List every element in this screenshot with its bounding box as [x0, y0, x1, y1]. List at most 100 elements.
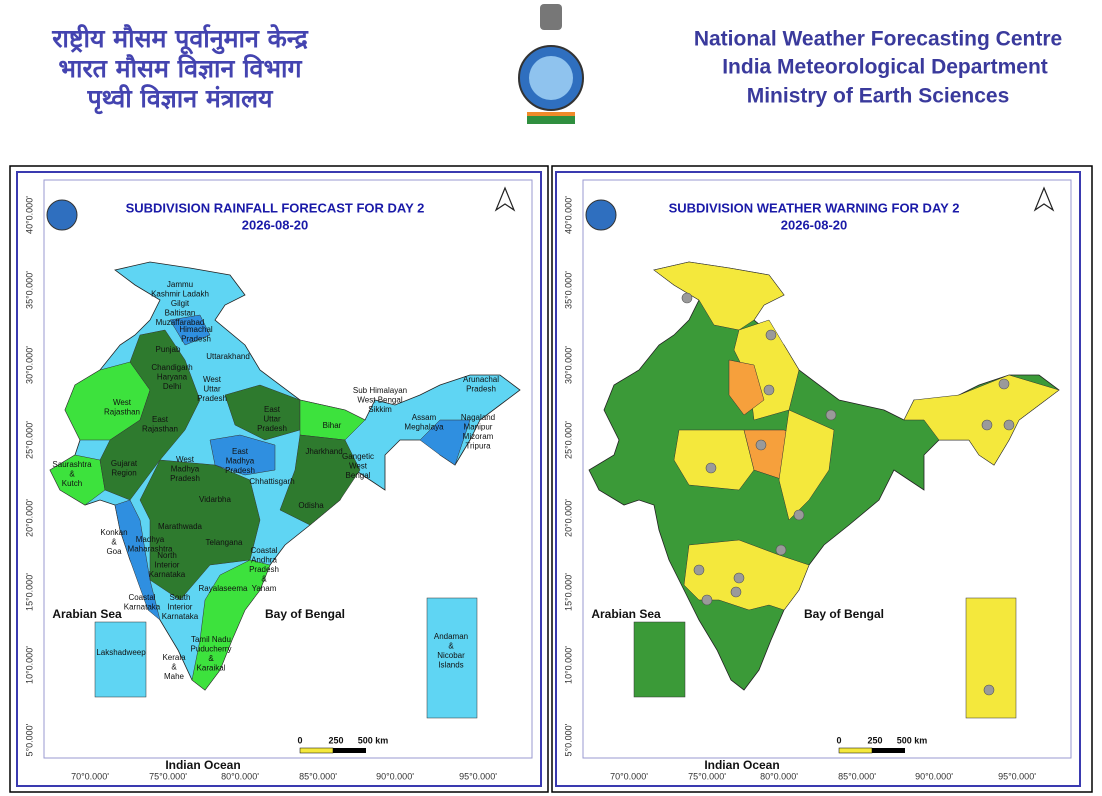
- map-panel: SUBDIVISION RAINFALL FORECAST FOR DAY 2 2…: [16, 171, 542, 787]
- longitude-label: 95°0.000': [459, 771, 497, 781]
- panel-border: [551, 165, 1093, 793]
- hindi-line: भारत मौसम विज्ञान विभाग: [58, 54, 302, 83]
- region-label: Pradesh: [170, 474, 200, 483]
- scale-bar: [838, 747, 873, 754]
- scale-bar: [872, 748, 905, 753]
- region-label: Nagaland: [461, 413, 495, 422]
- region-label: Punjab: [156, 345, 181, 354]
- english-line: India Meteorological Department: [722, 56, 1048, 79]
- sea-label: Indian Ocean: [704, 758, 779, 772]
- latitude-label: 15°0.000': [563, 573, 573, 611]
- region-label: Lakshadweep: [96, 648, 146, 657]
- region-label: Rayalaseema: [199, 584, 248, 593]
- english-line: Ministry of Earth Sciences: [747, 85, 1010, 108]
- region-label: Manipur: [464, 423, 493, 432]
- region-label: Coastal: [128, 593, 155, 602]
- island-box: [426, 597, 478, 719]
- region-label: Madhya: [136, 535, 165, 544]
- weather-icon: [701, 594, 713, 606]
- region-label: &: [208, 654, 214, 663]
- emblem: [46, 199, 78, 231]
- region-label: East: [232, 447, 249, 456]
- subdivision: [139, 459, 261, 601]
- region-label: Mahe: [164, 672, 185, 681]
- subdivision: [169, 314, 211, 346]
- latitude-label: 10°0.000': [24, 646, 34, 684]
- region-label: Sub Himalayan: [353, 386, 407, 395]
- map-title: SUBDIVISION WEATHER WARNING FOR DAY 2: [669, 200, 960, 215]
- sea-label: Arabian Sea: [591, 607, 661, 621]
- latitude-label: 5°0.000': [563, 723, 573, 756]
- region-label: Karnataka: [149, 570, 186, 579]
- map-panel: SUBDIVISION WEATHER WARNING FOR DAY 2 202…: [555, 171, 1081, 787]
- region-label: Yanam: [252, 584, 277, 593]
- weather-icon: [825, 409, 837, 421]
- hindi-line: पृथ्वी विज्ञान मंत्रालय: [86, 84, 274, 115]
- region-label: &: [171, 663, 177, 672]
- emblem: [585, 199, 617, 231]
- region-label: Maharashtra: [128, 545, 173, 554]
- region-label: &: [111, 538, 117, 547]
- north-arrow: [1033, 186, 1055, 212]
- scale-label: 250: [867, 735, 882, 745]
- region-label: Himachal: [179, 325, 213, 334]
- longitude-label: 80°0.000': [221, 771, 259, 781]
- subdivision: [419, 419, 471, 466]
- scale-label: 0: [836, 735, 841, 745]
- region-label: Kerala: [162, 653, 186, 662]
- map-frame: [582, 179, 1072, 759]
- weather-icon: [693, 564, 705, 576]
- weather-icon: [681, 292, 693, 304]
- region-label: Pradesh: [257, 424, 287, 433]
- scale-label: 500 km: [897, 735, 928, 745]
- panel-border: [9, 165, 549, 793]
- region-label: Delhi: [163, 382, 181, 391]
- region-label: Karnataka: [124, 603, 161, 612]
- region-label: Pradesh: [197, 394, 227, 403]
- map-date: 2026-08-20: [242, 217, 309, 232]
- region-label: West Bengal: [357, 396, 402, 405]
- weather-icon: [983, 684, 995, 696]
- subdivision: [99, 329, 201, 501]
- region-label: Region: [111, 469, 136, 478]
- scale-label: 500 km: [358, 735, 389, 745]
- region-label: Saurashtra: [52, 460, 92, 469]
- imd-logo: [518, 4, 584, 124]
- longitude-label: 70°0.000': [71, 771, 109, 781]
- subdivision: [733, 319, 800, 421]
- latitude-label: 40°0.000': [563, 196, 573, 234]
- region-label: Odisha: [298, 501, 324, 510]
- region-label: Mizoram: [463, 432, 494, 441]
- region-label: Haryana: [157, 373, 188, 382]
- sea-label: Bay of Bengal: [804, 607, 884, 621]
- region-label: Muzaffarabad: [156, 318, 205, 327]
- latitude-label: 15°0.000': [24, 573, 34, 611]
- weather-icon: [763, 384, 775, 396]
- region-label: Uttar: [263, 415, 281, 424]
- latitude-label: 10°0.000': [563, 646, 573, 684]
- region-label: Jharkhand: [305, 447, 342, 456]
- region-label: North: [157, 551, 177, 560]
- subdivision: [209, 434, 276, 476]
- region-label: South: [170, 593, 191, 602]
- weather-icon: [730, 586, 742, 598]
- region-label: West: [176, 455, 195, 464]
- sea-label: Arabian Sea: [52, 607, 122, 621]
- latitude-label: 35°0.000': [24, 271, 34, 309]
- weather-icon: [765, 329, 777, 341]
- subdivision: [299, 399, 366, 441]
- region-label: Islands: [438, 661, 463, 670]
- region-label: Vidarbha: [199, 495, 231, 504]
- subdivision: [778, 409, 835, 521]
- subdivision: [683, 539, 810, 611]
- region-label: Marathwada: [158, 522, 203, 531]
- longitude-label: 70°0.000': [610, 771, 648, 781]
- region-label: Interior: [155, 561, 180, 570]
- region-label: Konkan: [100, 528, 127, 537]
- region-label: West: [113, 398, 132, 407]
- region-label: East: [152, 415, 169, 424]
- region-label: Pradesh: [249, 565, 279, 574]
- latitude-label: 30°0.000': [24, 346, 34, 384]
- weather-icon: [981, 419, 993, 431]
